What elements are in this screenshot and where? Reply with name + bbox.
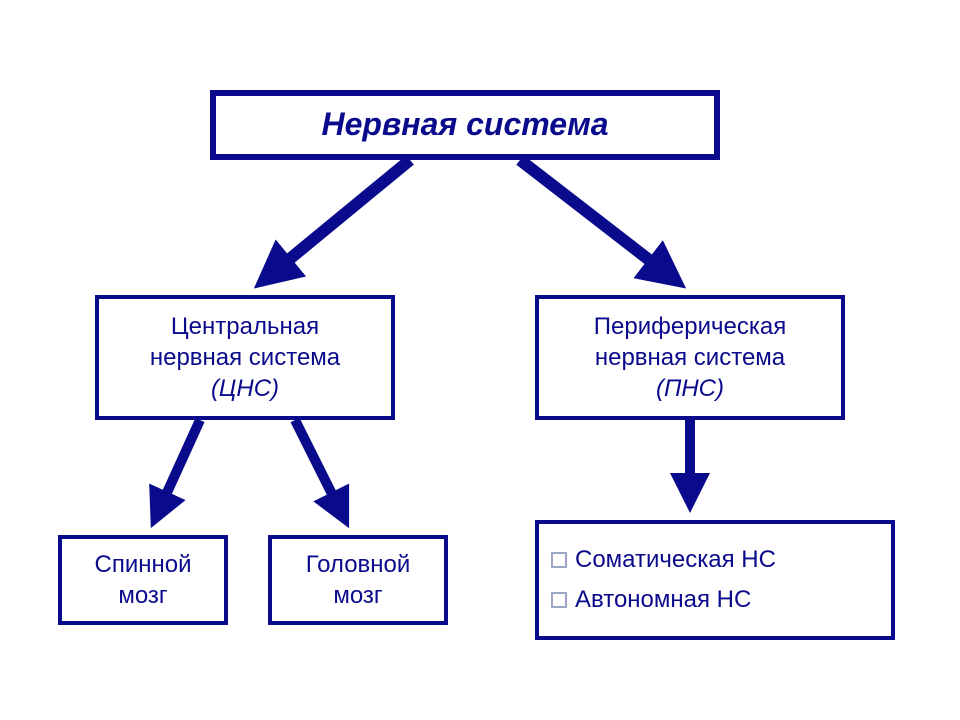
bullet-square-icon — [551, 592, 567, 608]
edge-arrow — [520, 160, 669, 275]
bullet-item: Соматическая НС — [551, 546, 891, 574]
node-pns: Периферическаянервная система(ПНС) — [535, 295, 845, 420]
node-text-line: Спинной — [95, 549, 192, 580]
bullet-text: Соматическая НС — [575, 546, 776, 574]
node-text-line: Периферическая — [594, 311, 786, 342]
node-text-line: (ЦНС) — [211, 373, 279, 404]
node-bullets: Соматическая НС Автономная НС — [535, 520, 895, 640]
edge-arrow — [295, 420, 341, 512]
edge-arrow — [158, 420, 200, 512]
node-cns: Центральнаянервная система(ЦНС) — [95, 295, 395, 420]
node-brain: Головноймозг — [268, 535, 448, 625]
node-text-line: мозг — [118, 580, 167, 611]
node-text-line: (ПНС) — [656, 373, 724, 404]
node-text-line: нервная система — [150, 342, 340, 373]
bullet-text: Автономная НС — [575, 586, 751, 614]
node-text-line: Центральная — [171, 311, 319, 342]
edge-arrow — [271, 160, 410, 275]
node-text-line: Головной — [306, 549, 411, 580]
bullet-item: Автономная НС — [551, 586, 891, 614]
node-text-line: нервная система — [595, 342, 785, 373]
node-root: Нервная система — [210, 90, 720, 160]
node-text-line: Нервная система — [321, 104, 608, 146]
bullet-square-icon — [551, 552, 567, 568]
node-text-line: мозг — [333, 580, 382, 611]
diagram-canvas: Нервная система Центральнаянервная систе… — [0, 0, 960, 720]
node-spinal: Спинноймозг — [58, 535, 228, 625]
